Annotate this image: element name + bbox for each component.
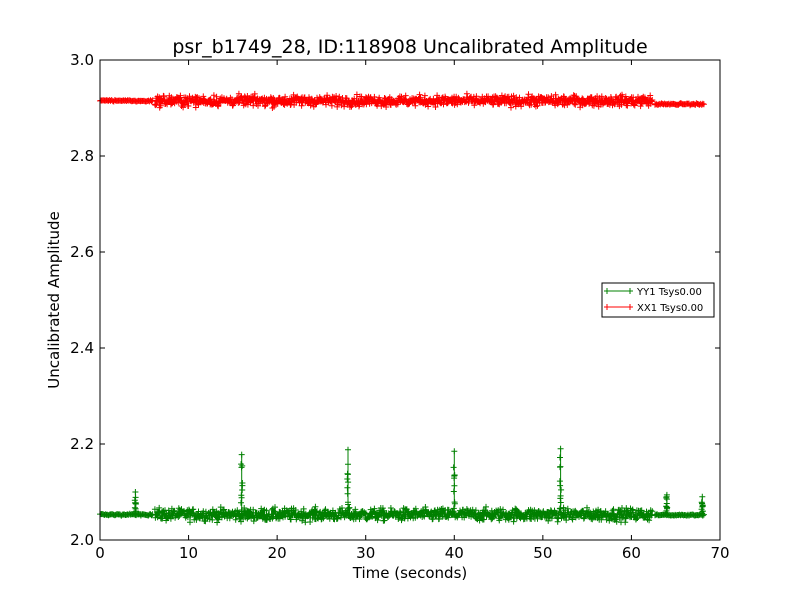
y-tick-label: 3.0	[70, 51, 94, 69]
x-tick-label: 40	[445, 544, 464, 562]
x-tick-label: 10	[179, 544, 198, 562]
x-tick-label: 70	[710, 544, 729, 562]
legend-marker	[604, 304, 610, 310]
series-xx1	[97, 90, 707, 111]
ticks-layer: 0 10 20 30 40 50 60 70 2.0 2.2 2.4 2.6 2.8 3.0	[70, 51, 729, 562]
y-axis-label: Uncalibrated Amplitude	[45, 211, 63, 388]
x-tick-label: 20	[268, 544, 287, 562]
y-tick-label: 2.8	[70, 147, 94, 165]
x-tick-label: 50	[533, 544, 552, 562]
legend: YY1 Tsys0.00 XX1 Tsys0.00	[601, 282, 715, 318]
legend-marker	[604, 288, 610, 294]
x-tick-label: 60	[622, 544, 641, 562]
x-tick-label: 0	[95, 544, 105, 562]
series-yy1	[97, 445, 707, 526]
legend-label-xx1: XX1 Tsys0.00	[637, 303, 703, 314]
legend-marker	[627, 304, 633, 310]
y-tick-label: 2.0	[70, 531, 94, 549]
legend-label-yy1: YY1 Tsys0.00	[636, 287, 702, 298]
legend-marker	[627, 288, 633, 294]
chart-title: psr_b1749_28, ID:118908 Uncalibrated Amp…	[172, 36, 647, 58]
legend-item-yy1: YY1 Tsys0.00	[604, 287, 702, 298]
x-axis-label: Time (seconds)	[352, 564, 468, 582]
x-tick-label: 30	[356, 544, 375, 562]
legend-box	[601, 282, 715, 318]
data-layer	[97, 90, 707, 526]
y-tick-label: 2.6	[70, 243, 94, 261]
plot-frame	[99, 59, 721, 541]
y-tick-label: 2.2	[70, 435, 94, 453]
y-tick-label: 2.4	[70, 339, 94, 357]
legend-item-xx1: XX1 Tsys0.00	[604, 303, 703, 314]
